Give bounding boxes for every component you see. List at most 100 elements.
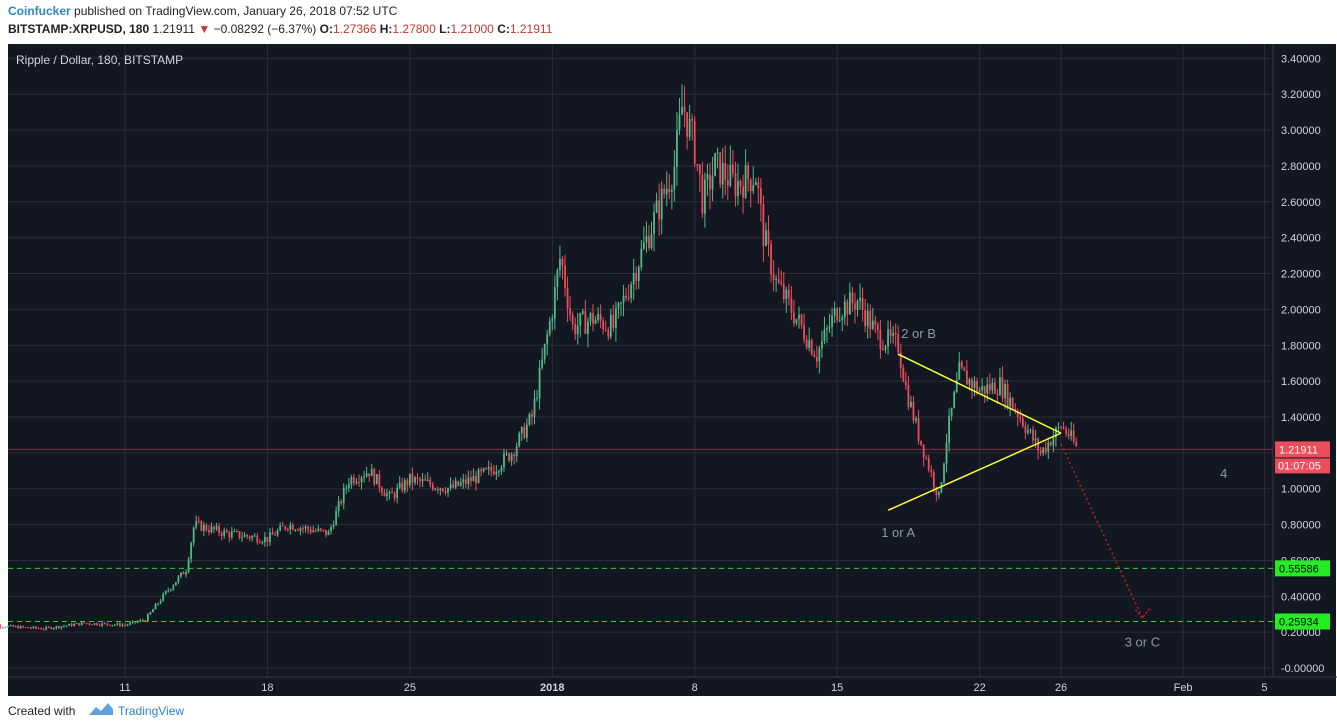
- candle-body: [174, 582, 177, 586]
- candle-body: [228, 532, 231, 538]
- candle-body: [1016, 411, 1019, 418]
- candle-body: [17, 626, 20, 629]
- candle-body: [660, 188, 663, 220]
- candle-body: [546, 334, 549, 344]
- candle-body: [119, 623, 121, 626]
- candle-body: [704, 179, 706, 214]
- candle-body: [884, 346, 887, 350]
- candle-body: [938, 491, 940, 496]
- candle-body: [726, 180, 729, 186]
- candle-body: [922, 444, 925, 458]
- plot-area: [8, 44, 1273, 677]
- candle-body: [258, 542, 261, 544]
- candle-body: [380, 487, 383, 493]
- candle-body: [350, 477, 353, 485]
- candle-body: [223, 530, 226, 536]
- tradingview-logo-icon[interactable]: [88, 700, 114, 720]
- candle-body: [734, 173, 737, 197]
- candle-body: [823, 329, 826, 341]
- candle-body: [892, 333, 895, 337]
- candle-body: [60, 626, 63, 629]
- candle-body: [146, 614, 149, 622]
- candle-body: [518, 433, 521, 447]
- tradingview-link[interactable]: TradingView: [118, 704, 185, 718]
- candle-body: [1062, 427, 1065, 429]
- candle-body: [243, 534, 246, 538]
- candle-body: [355, 482, 358, 484]
- candle-body: [676, 129, 678, 167]
- candle-body: [510, 454, 513, 461]
- candle-body: [579, 313, 582, 326]
- candle-body: [75, 623, 78, 625]
- candle-body: [688, 118, 691, 137]
- candle-body: [665, 188, 668, 195]
- candle-body: [327, 531, 330, 536]
- candle-body: [719, 152, 722, 185]
- candle-body: [480, 469, 482, 472]
- chart-title: Ripple / Dollar, 180, BITSTAMP: [16, 53, 183, 67]
- candle-body: [805, 339, 808, 348]
- candle-body: [861, 297, 864, 310]
- candle-body: [1004, 384, 1006, 399]
- candle-body: [29, 627, 32, 629]
- y-tick-label: 1.80000: [1281, 340, 1321, 352]
- candle-body: [795, 318, 798, 324]
- candle-body: [935, 487, 938, 496]
- candle-body: [286, 528, 289, 530]
- candle-body: [1037, 438, 1040, 451]
- candle-body: [650, 234, 653, 248]
- candle-body: [406, 480, 409, 486]
- candle-body: [492, 471, 495, 475]
- candle-body: [930, 469, 933, 473]
- candle-body: [370, 468, 373, 476]
- candle-body: [108, 624, 111, 626]
- candle-body: [485, 468, 488, 470]
- candle-body: [655, 200, 658, 213]
- candle-body: [7, 625, 9, 628]
- candle-body: [378, 474, 381, 488]
- candle-body: [960, 362, 963, 368]
- candle-body: [103, 623, 106, 625]
- candle-body: [42, 629, 45, 631]
- candle-body: [714, 153, 716, 177]
- candle-body: [1047, 442, 1050, 452]
- candle-body: [129, 622, 131, 625]
- candle-body: [414, 477, 416, 483]
- last-price-badge: [1275, 441, 1330, 458]
- candle-body: [915, 418, 917, 421]
- candle-body: [411, 473, 414, 483]
- candle-body: [531, 414, 533, 417]
- triangle-upper-line: [897, 353, 1062, 434]
- candle-body: [96, 623, 98, 626]
- candle-body: [83, 622, 86, 624]
- candle-body: [2, 627, 4, 629]
- candle-body: [765, 230, 767, 247]
- candle-body: [388, 492, 391, 494]
- candle-body: [482, 468, 485, 472]
- down-arrow-icon: ▼: [198, 22, 211, 36]
- candle-body: [775, 278, 778, 280]
- support-level-badge: [1275, 560, 1330, 577]
- candle-body: [47, 626, 50, 628]
- candle-body: [958, 362, 961, 380]
- candle-body: [742, 186, 744, 198]
- candle-body: [833, 308, 836, 316]
- candle-body: [988, 384, 991, 391]
- candle-body: [218, 526, 221, 534]
- candle-body: [904, 381, 907, 386]
- candle-body: [986, 384, 989, 394]
- candle-body: [213, 526, 215, 530]
- candle-body: [0, 625, 2, 628]
- candle-body: [709, 174, 711, 190]
- candle-body: [98, 625, 101, 627]
- candle-body: [431, 484, 434, 490]
- author-link[interactable]: Coinfucker: [8, 4, 71, 18]
- candle-body: [40, 628, 42, 630]
- candle-body: [523, 426, 526, 438]
- candle-body: [932, 472, 935, 488]
- candle-body: [470, 477, 472, 482]
- candle-body: [421, 479, 424, 482]
- candle-body: [569, 308, 572, 315]
- candle-body: [856, 300, 859, 310]
- price-chart[interactable]: 3.40000 3.20000 3.00000 2.80000 2.60000 2.400…: [0, 42, 1337, 696]
